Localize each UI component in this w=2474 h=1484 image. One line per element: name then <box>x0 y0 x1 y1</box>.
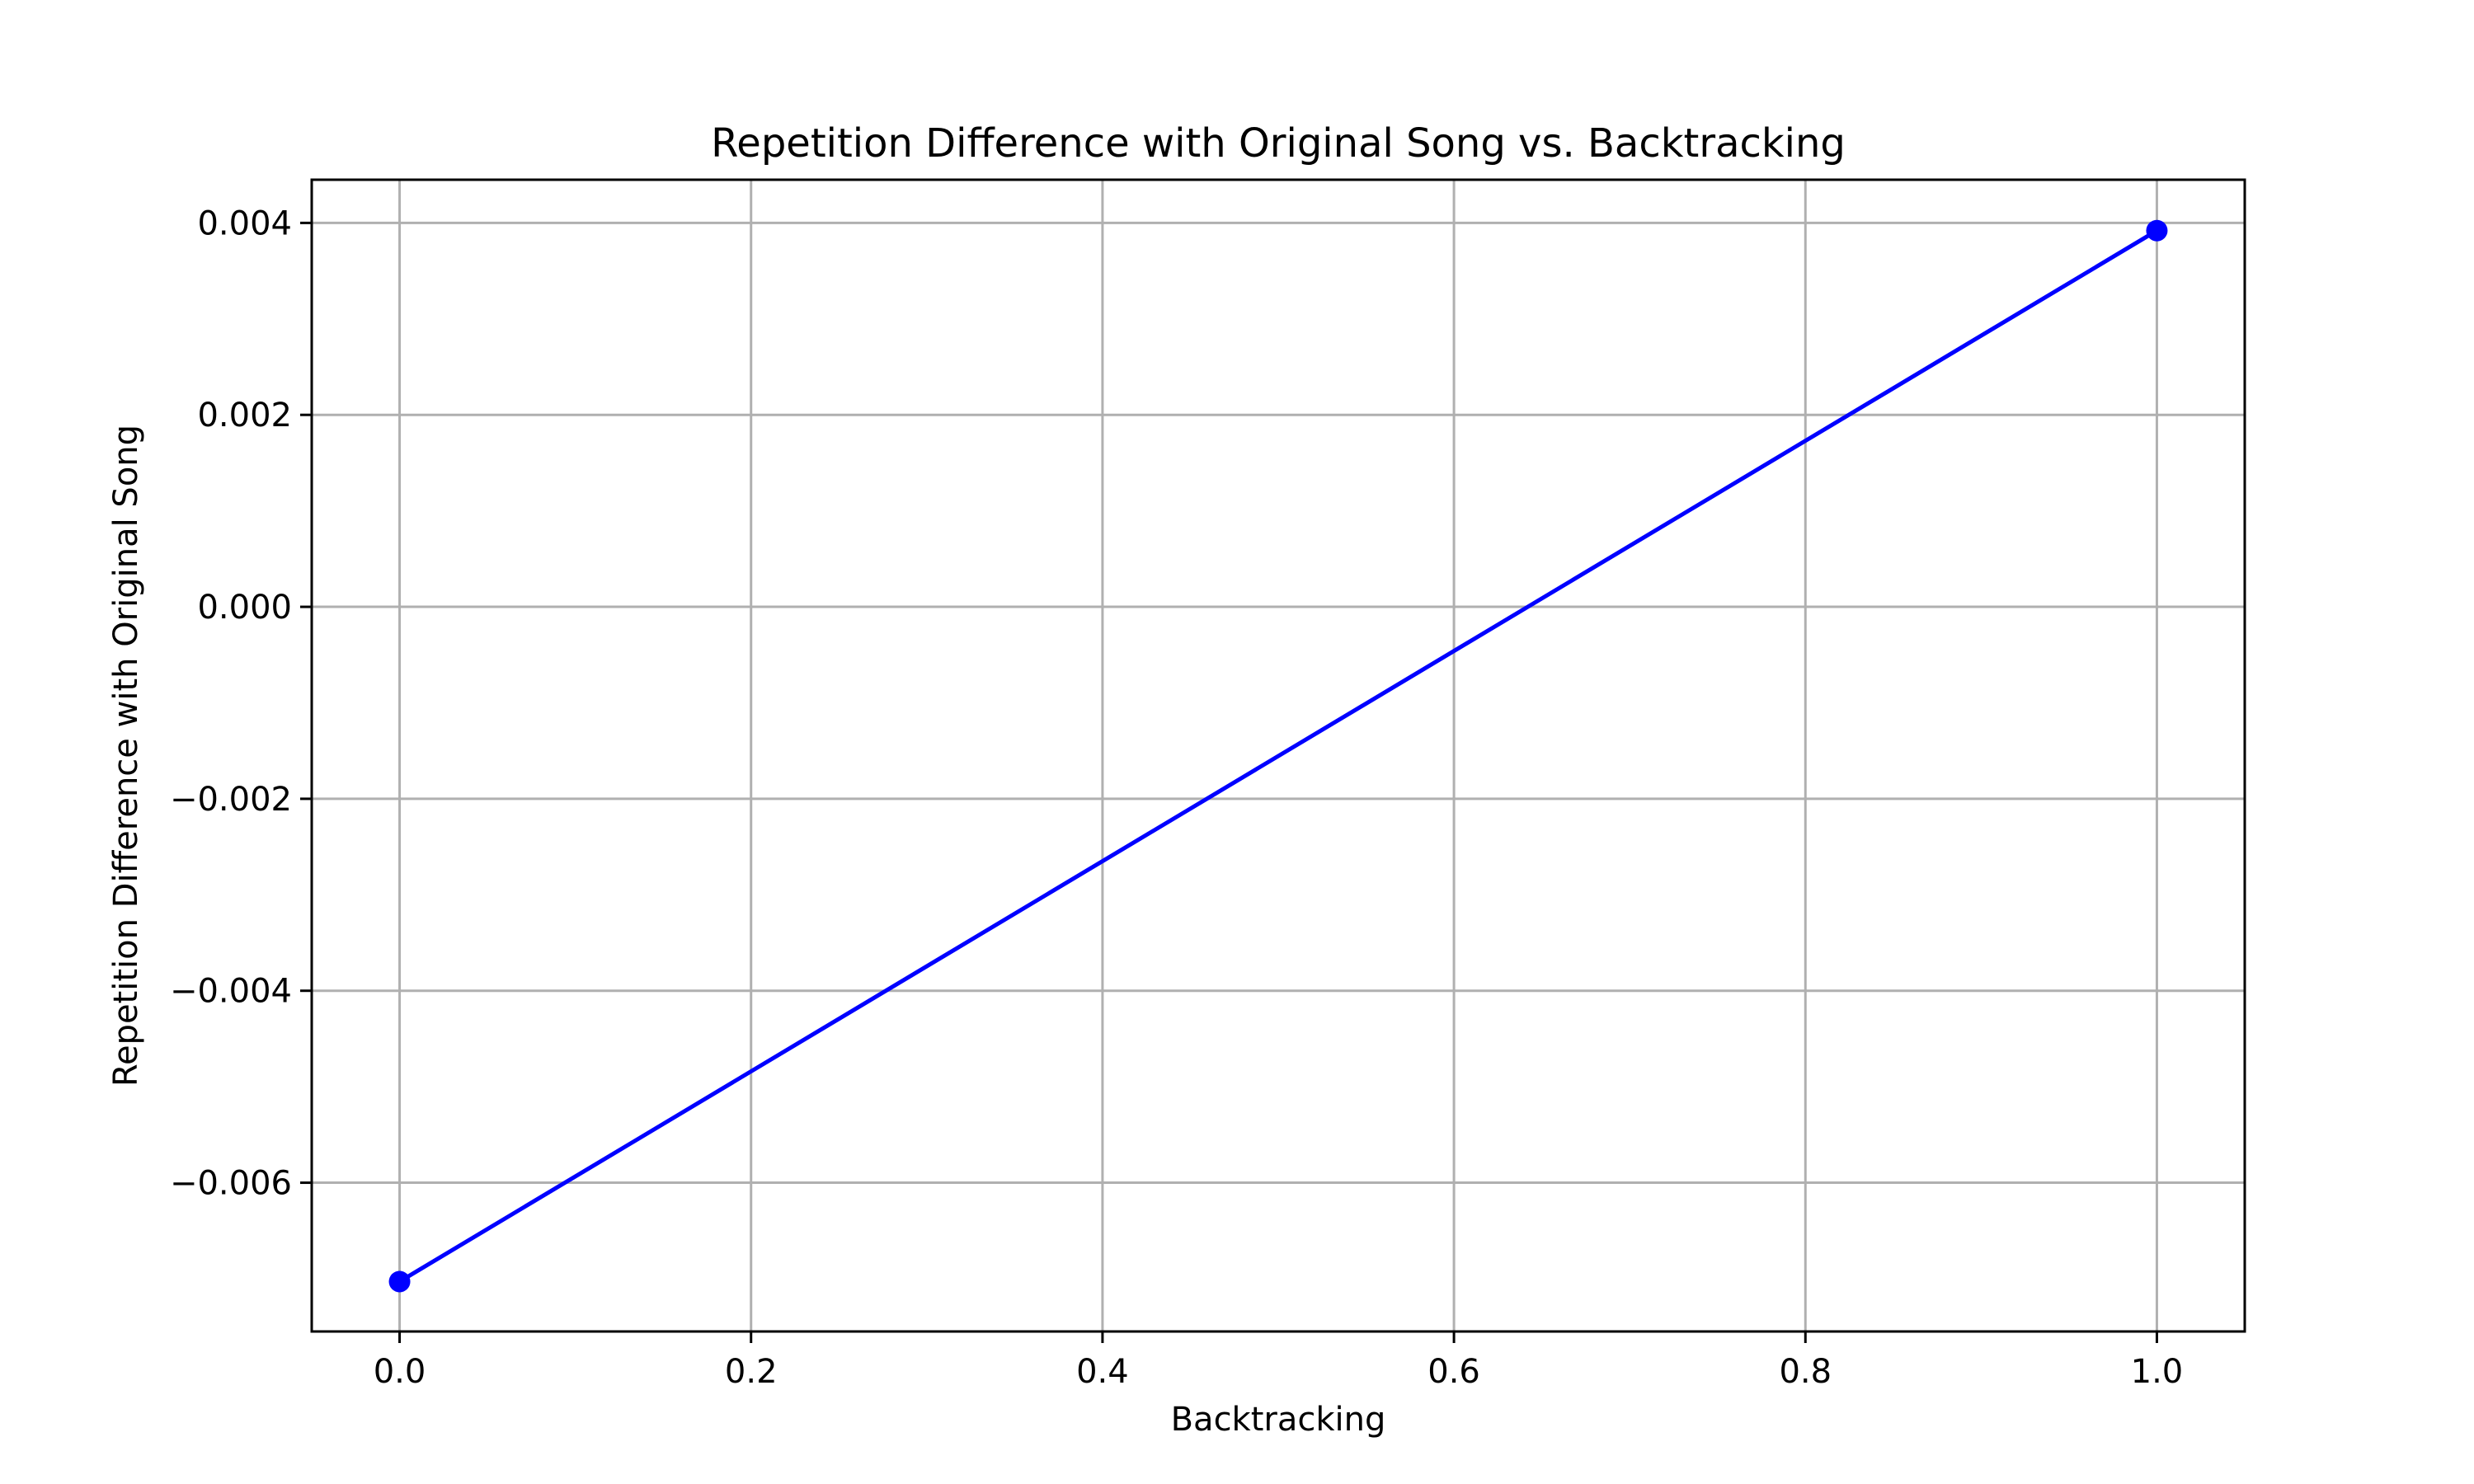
x-tick-label: 0.6 <box>1427 1353 1480 1391</box>
x-tick-label: 0.8 <box>1779 1353 1832 1391</box>
series-line <box>398 228 2158 1284</box>
y-tick-label: −0.006 <box>170 1165 292 1203</box>
chart-title: Repetition Difference with Original Song… <box>711 120 1846 167</box>
tick-layer: 0.0 0.2 0.4 0.6 0.8 1.0 0.004 0.002 0.000 −0.002 −… <box>170 204 2183 1391</box>
x-tick-label: 0.0 <box>374 1353 426 1391</box>
y-axis-label: Repetition Difference with Original Song <box>107 425 145 1087</box>
plot-frame <box>310 178 2246 1333</box>
y-tick-label: 0.004 <box>197 204 292 242</box>
y-tick-label: 0.000 <box>197 589 292 627</box>
y-tick-label: 0.002 <box>197 397 292 434</box>
data-point <box>388 1270 411 1293</box>
data-point <box>2146 219 2168 242</box>
y-tick-label: −0.002 <box>170 781 292 819</box>
x-tick-label: 1.0 <box>2131 1353 2184 1391</box>
x-axis-label: Backtracking <box>1171 1401 1386 1439</box>
y-tick-label: −0.004 <box>170 973 292 1011</box>
x-tick-label: 0.2 <box>725 1353 778 1391</box>
x-tick-label: 0.4 <box>1076 1353 1129 1391</box>
series-layer <box>388 219 2168 1293</box>
grid-layer <box>312 180 2245 1331</box>
